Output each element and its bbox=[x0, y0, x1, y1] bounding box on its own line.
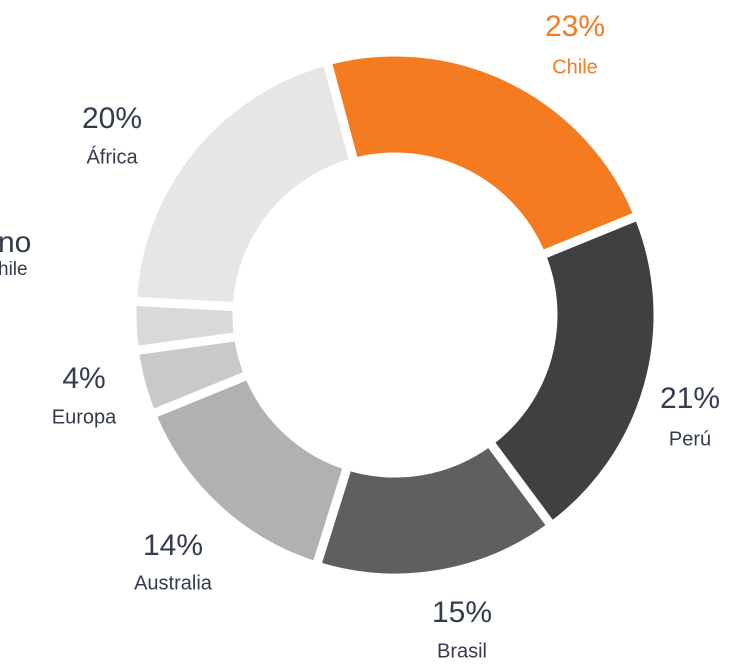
category-label: Europa bbox=[52, 406, 117, 428]
value-label: 4% bbox=[62, 362, 105, 395]
value-label: 20% bbox=[82, 102, 142, 135]
side-subheading: hile bbox=[0, 259, 28, 280]
category-label: África bbox=[86, 145, 138, 168]
donut-segment bbox=[482, 209, 663, 533]
category-label: Chile bbox=[552, 56, 598, 78]
value-label: 21% bbox=[660, 382, 720, 415]
donut-segment bbox=[127, 55, 360, 312]
category-label: Perú bbox=[669, 428, 711, 450]
value-label: 23% bbox=[545, 10, 605, 43]
donut-segment bbox=[321, 47, 645, 262]
value-label: 15% bbox=[432, 596, 492, 629]
side-heading: no bbox=[0, 226, 31, 259]
category-label: Brasil bbox=[437, 640, 487, 662]
category-label: Australia bbox=[134, 572, 213, 594]
value-label: 14% bbox=[143, 529, 203, 562]
